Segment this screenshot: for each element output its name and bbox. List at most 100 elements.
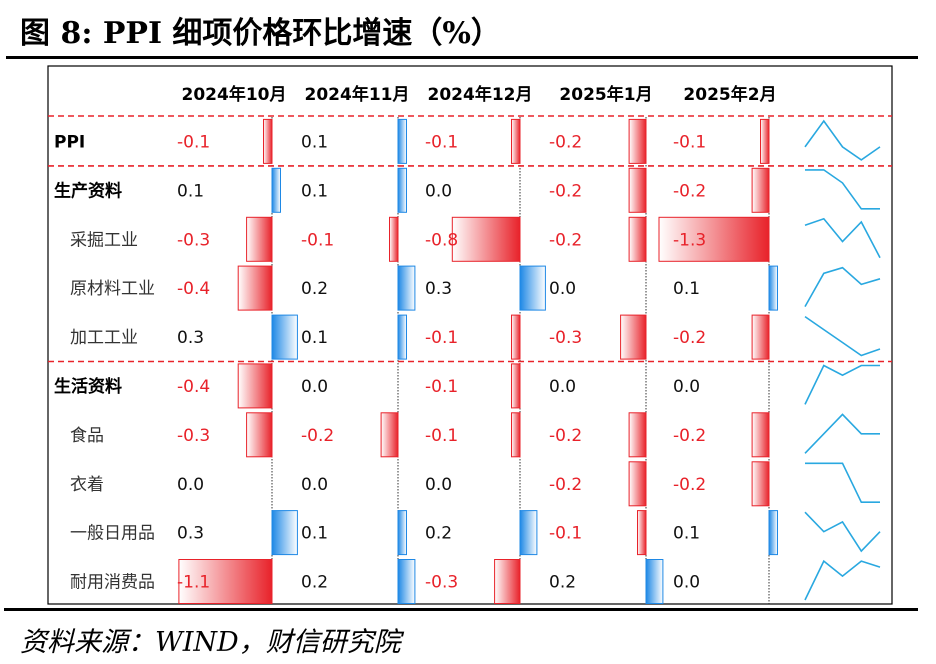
cell-value: 0.1 — [301, 328, 328, 348]
cell-value: -0.1 — [549, 524, 582, 544]
cell-value: 0.0 — [301, 475, 328, 495]
row-label: 采掘工业 — [70, 230, 138, 250]
cell-value: 0.0 — [673, 573, 700, 593]
cell-value: -0.1 — [425, 328, 458, 348]
data-bar — [397, 510, 407, 556]
cell-value: 0.2 — [425, 524, 452, 544]
column-header: 2025年2月 — [683, 84, 776, 105]
row-label: 耐用消费品 — [70, 573, 155, 593]
cell-value: 0.1 — [673, 279, 700, 299]
cell-value: -0.2 — [673, 181, 706, 201]
data-bar — [511, 314, 521, 360]
cell-value: -0.1 — [425, 426, 458, 446]
data-bar — [397, 265, 416, 311]
data-bar — [751, 412, 770, 458]
sparkline — [804, 119, 881, 161]
cell-value: 0.0 — [425, 181, 452, 201]
row-label: 加工工业 — [70, 328, 138, 348]
sparkline — [804, 315, 881, 357]
table-row: 原材料工业 -0.4 0.2 0.3 0.0 0.1 — [70, 265, 881, 311]
sparkline — [804, 559, 881, 601]
data-bar — [271, 510, 298, 556]
data-bar — [511, 412, 521, 458]
cell-value: -0.2 — [673, 426, 706, 446]
row-label: 食品 — [70, 426, 104, 446]
table-row: 生产资料 0.1 0.1 0.0 -0.2 -0.2 — [54, 167, 880, 213]
data-bar — [271, 314, 298, 360]
sparkline — [805, 462, 880, 504]
sparkline — [804, 511, 881, 553]
title-rule — [6, 56, 918, 59]
cell-value: -0.2 — [673, 328, 706, 348]
data-bar — [637, 510, 647, 556]
cell-value: -0.3 — [549, 328, 582, 348]
data-bar — [760, 118, 770, 164]
data-bar — [263, 118, 273, 164]
data-bar — [768, 510, 778, 556]
cell-value: -0.2 — [301, 426, 334, 446]
data-bar — [768, 265, 778, 311]
row-label: 衣着 — [70, 475, 104, 495]
cell-value: -0.4 — [177, 279, 210, 299]
cell-value: 0.0 — [549, 377, 576, 397]
row-label: 生活资料 — [54, 376, 122, 397]
table-row: 加工工业 0.3 0.1 -0.1 -0.3 -0.2 — [70, 314, 881, 360]
data-bar — [658, 216, 770, 262]
cell-value: -0.3 — [425, 573, 458, 593]
cell-value: 0.3 — [425, 279, 452, 299]
cell-value: -0.8 — [425, 230, 458, 250]
data-bar — [271, 167, 281, 213]
data-bar — [237, 265, 273, 311]
column-headers: 2024年10月 2024年11月 2024年12月 2025年1月 2025年2月 — [182, 84, 777, 105]
data-bar — [620, 314, 647, 360]
cell-value: 0.1 — [673, 524, 700, 544]
data-bar — [246, 412, 273, 458]
cell-value: 0.0 — [301, 377, 328, 397]
cell-value: -0.2 — [549, 475, 582, 495]
data-bar — [511, 118, 521, 164]
table-row: PPI -0.1 0.1 -0.1 -0.2 -0.1 — [54, 118, 881, 164]
cell-value: 0.0 — [425, 475, 452, 495]
column-header: 2025年1月 — [559, 84, 652, 105]
data-bar — [628, 412, 647, 458]
row-label: 原材料工业 — [70, 279, 155, 299]
table-frame — [47, 65, 893, 605]
cell-value: -0.1 — [673, 132, 706, 152]
row-label: 生产资料 — [54, 180, 122, 201]
cell-value: 0.1 — [301, 132, 328, 152]
cell-value: -0.2 — [549, 230, 582, 250]
data-bar — [397, 118, 407, 164]
cell-value: 0.0 — [549, 279, 576, 299]
data-bar — [246, 216, 273, 262]
column-header: 2024年10月 — [182, 84, 287, 105]
data-bar — [628, 167, 647, 213]
cell-value: 0.0 — [177, 475, 204, 495]
data-bar — [628, 216, 647, 262]
section-dividers — [48, 115, 892, 363]
data-bar — [751, 461, 770, 507]
data-bar — [494, 559, 521, 604]
sparkline — [804, 266, 881, 307]
cell-value: -0.2 — [673, 475, 706, 495]
row-label: 一般日用品 — [70, 524, 155, 544]
sparkline — [805, 169, 880, 210]
data-bar — [519, 265, 546, 311]
cell-value: -0.1 — [425, 132, 458, 152]
cell-value: -0.1 — [425, 377, 458, 397]
data-bar — [751, 314, 770, 360]
cell-value: 0.2 — [549, 573, 576, 593]
figure-title: 图 8: PPI 细项价格环比增速（%） — [20, 16, 501, 51]
cell-value: -0.3 — [177, 426, 210, 446]
cell-value: 0.2 — [301, 573, 328, 593]
data-bar — [397, 559, 416, 604]
cell-value: -0.4 — [177, 377, 210, 397]
cell-value: 0.0 — [673, 377, 700, 397]
data-bar — [380, 412, 399, 458]
table-row: 食品 -0.3 -0.2 -0.1 -0.2 -0.2 — [70, 412, 880, 458]
table-row: 耐用消费品 -1.1 0.2 -0.3 0.2 0.0 — [70, 559, 881, 604]
data-bar — [511, 363, 521, 409]
bottom-rule — [4, 608, 918, 611]
cell-value: -0.1 — [301, 230, 334, 250]
cell-value: 0.3 — [177, 524, 204, 544]
cell-value: -1.1 — [177, 573, 210, 593]
